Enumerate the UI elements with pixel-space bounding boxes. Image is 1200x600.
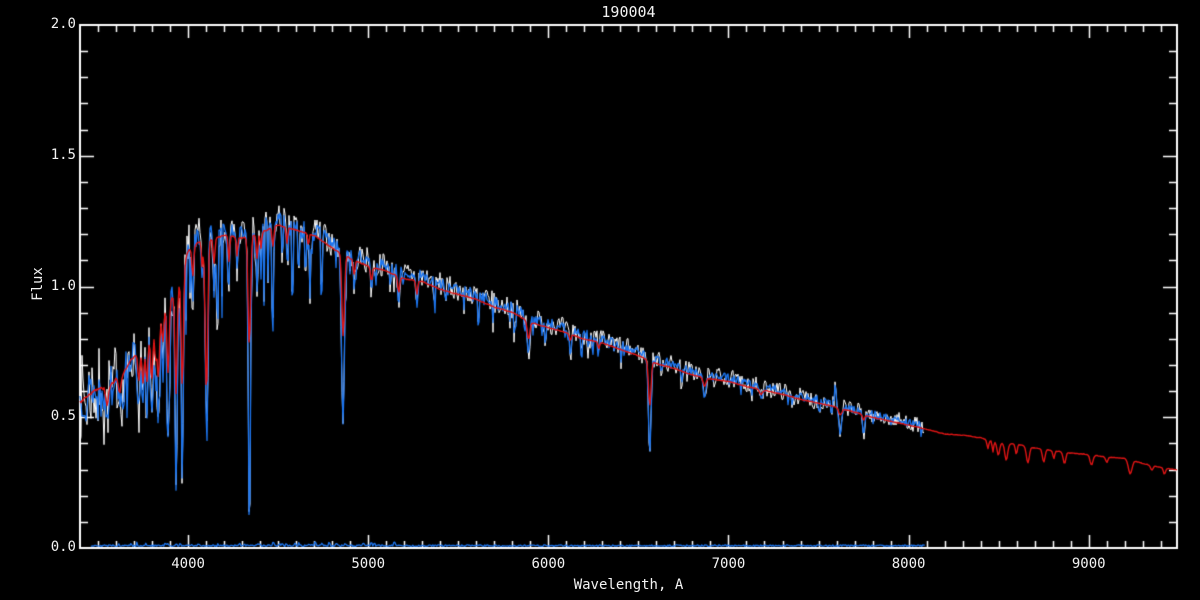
x-tick-label: 4000 — [171, 556, 205, 572]
x-tick-label: 5000 — [351, 556, 386, 572]
x-tick-label: 6000 — [531, 556, 566, 572]
y-tick-label: 1.0 — [50, 277, 76, 294]
y-tick-label: 0.5 — [50, 408, 76, 425]
x-tick-label: 8000 — [891, 556, 926, 572]
x-axis-title: Wavelength, A — [573, 577, 684, 593]
x-tick-label: 7000 — [711, 556, 746, 572]
x-tick-label: 9000 — [1071, 556, 1106, 572]
plot-title: 190004 — [601, 3, 656, 21]
y-tick-label: 1.5 — [50, 146, 76, 163]
y-tick-label: 2.0 — [50, 16, 76, 32]
y-tick-label: 0.0 — [50, 539, 76, 555]
